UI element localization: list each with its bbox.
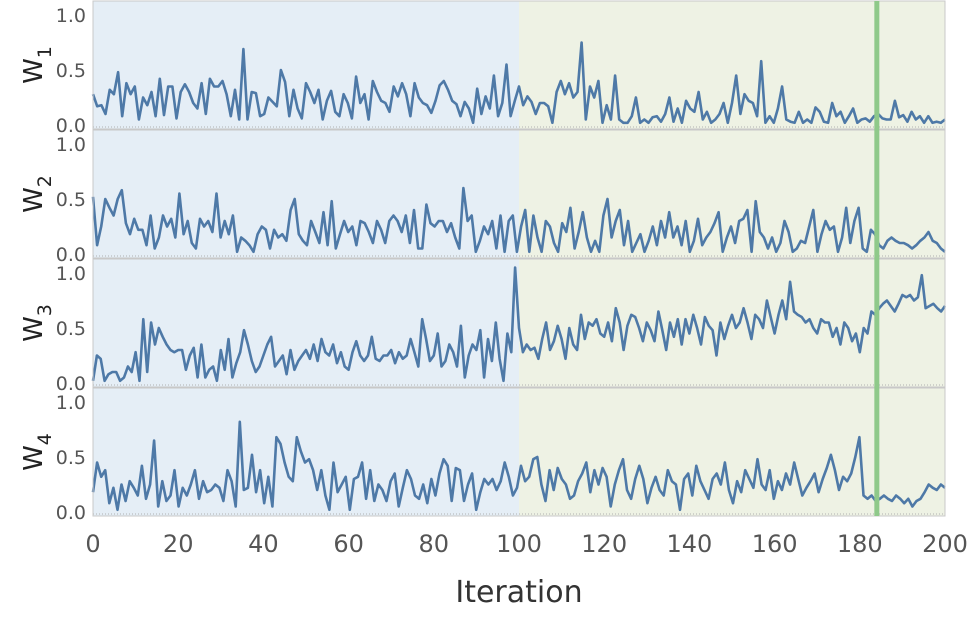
panel-frame	[92, 129, 946, 259]
y-tick-label: 0.5	[56, 60, 86, 82]
y-tick-label: 0.5	[56, 447, 86, 469]
y-axis-label: W3	[19, 304, 56, 342]
y-axis-label: W2	[19, 175, 56, 213]
series-line-w1	[91, 41, 946, 125]
panels: 0.00.51.0W10.00.51.0W20.00.51.0W30.00.51…	[19, 0, 947, 524]
y-label-base: W	[19, 187, 49, 213]
x-tick-label: 140	[666, 530, 712, 558]
series-line-w3	[91, 266, 947, 383]
x-tick-label: 100	[496, 530, 542, 558]
y-tick-label: 1.0	[56, 392, 86, 414]
y-tick-label: 0.0	[56, 244, 86, 266]
y-tick-label: 1.0	[56, 134, 86, 156]
series-line-w4	[91, 420, 946, 512]
x-tick-label: 200	[922, 530, 968, 558]
y-tick-label: 0.5	[56, 189, 86, 211]
iteration-marker	[874, 1, 880, 516]
x-tick-label: 0	[85, 530, 100, 558]
y-label-subscript: 3	[34, 304, 56, 316]
y-tick-label: 0.0	[56, 373, 86, 395]
panel-w2: 0.00.51.0W2	[19, 129, 946, 266]
y-label-subscript: 4	[34, 433, 56, 445]
y-tick-label: 0.5	[56, 318, 86, 340]
panel-w1: 0.00.51.0W1	[19, 0, 946, 137]
panel-frame	[92, 387, 946, 517]
panel-frame	[92, 258, 946, 388]
y-label-subscript: 1	[34, 46, 56, 58]
y-tick-label: 0.0	[56, 502, 86, 524]
y-label-base: W	[19, 445, 49, 471]
y-label-base: W	[19, 58, 49, 84]
y-axis-label: W4	[19, 433, 56, 471]
y-tick-label: 0.0	[56, 115, 86, 137]
x-axis-label: Iteration	[455, 575, 582, 610]
y-label-base: W	[19, 316, 49, 342]
y-tick-label: 1.0	[56, 263, 86, 285]
y-axis-label: W1	[19, 46, 56, 84]
series-line-w2	[91, 186, 946, 254]
x-tick-label: 20	[163, 530, 194, 558]
x-tick-label: 40	[248, 530, 279, 558]
x-tick-label: 180	[837, 530, 883, 558]
panel-w3: 0.00.51.0W3	[19, 258, 947, 395]
x-axis-ticks: 0 20 40 60 80 100 120 140 160 180 200	[85, 530, 968, 558]
y-tick-label: 1.0	[56, 5, 86, 27]
y-label-subscript: 2	[34, 175, 56, 187]
panel-frame	[92, 0, 946, 130]
panel-w4: 0.00.51.0W4	[19, 387, 946, 524]
x-tick-label: 80	[419, 530, 450, 558]
x-tick-label: 60	[333, 530, 364, 558]
x-tick-label: 120	[581, 530, 627, 558]
x-tick-label: 160	[752, 530, 798, 558]
